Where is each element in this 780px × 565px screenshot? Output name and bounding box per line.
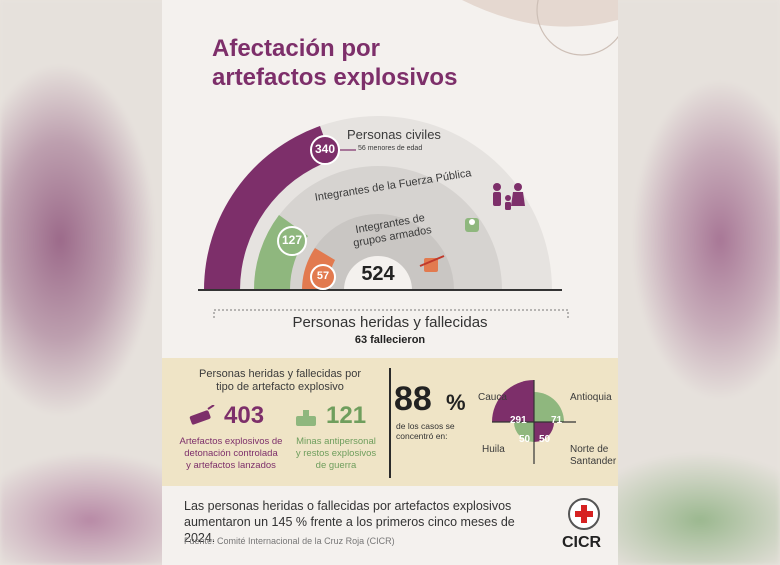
name-santander-line1: Norte de — [570, 444, 609, 455]
page-title: Afectación por artefactos explosivos — [212, 34, 457, 92]
desc-minas: Minas antipersonal y restos explosivos d… — [288, 436, 384, 472]
desc-minas-line2: y restos explosivos — [295, 448, 377, 459]
pct-text-line1: de los casos se — [396, 421, 455, 431]
value-cauca: 291 — [510, 415, 527, 426]
value-minas: 121 — [326, 402, 367, 429]
family-icon — [493, 183, 525, 210]
arc-track-armados — [302, 214, 454, 290]
desc-artefactos: Artefactos explosivos de detonación cont… — [176, 436, 286, 472]
value-huila: 50 — [519, 434, 531, 445]
summary-deaths: 63 fallecieron — [354, 334, 426, 346]
name-huila: Huila — [482, 444, 505, 455]
value-fuerza: 127 — [281, 233, 303, 247]
decor-circle — [536, 0, 618, 56]
decor-shape — [462, 0, 618, 27]
name-cauca: Cauca — [478, 392, 507, 403]
region-quadrants — [492, 380, 576, 464]
name-santander: Norte de Santander — [570, 444, 616, 468]
desc-artefactos-line2: detonación controlada — [184, 448, 278, 459]
quadrant-cauca — [492, 380, 534, 422]
title-line-2: artefactos explosivos — [212, 64, 458, 91]
semicircle-chart — [198, 0, 618, 318]
arc-center — [344, 256, 412, 290]
armed-icon — [419, 255, 445, 272]
red-cross-logo — [568, 498, 600, 530]
badge-fuerza — [277, 226, 307, 256]
badge-armados — [310, 264, 336, 290]
tipo-heading-line2: tipo de artefacto explosivo — [216, 381, 344, 393]
desc-minas-line3: de guerra — [315, 460, 357, 471]
org-name: CICR — [562, 534, 602, 551]
title-line-1: Afectación por — [212, 35, 381, 62]
mine-icon — [294, 408, 318, 428]
quadrant-huila — [514, 422, 534, 442]
explosive-icon — [188, 404, 216, 427]
tipo-heading: Personas heridas y fallecidas por tipo d… — [182, 368, 378, 394]
pct-text-line2: concentró en: — [396, 431, 448, 441]
infographic-panel: Afectación por artefactos explosivos Per… — [162, 0, 618, 565]
desc-artefactos-line3: y artefactos lanzados — [186, 460, 276, 471]
soldier-icon — [465, 218, 479, 232]
quadrant-santander — [534, 422, 554, 442]
summary-label: Personas heridas y fallecidas — [292, 314, 488, 331]
quadrant-antioquia — [534, 392, 564, 422]
footer-source: Fuente: Comité Internacional de la Cruz … — [184, 536, 395, 546]
footer-text: Las personas heridas o fallecidas por ar… — [184, 499, 515, 545]
summary-bracket — [213, 309, 569, 318]
name-antioquia: Antioquia — [570, 392, 612, 403]
badge-civiles — [310, 135, 340, 165]
note-menores: 56 menores de edad — [358, 145, 423, 152]
value-total: 524 — [361, 263, 395, 285]
pct-text: de los casos se concentró en: — [396, 421, 455, 441]
value-santander: 50 — [539, 434, 551, 445]
value-civiles: 340 — [314, 142, 336, 156]
value-artefactos: 403 — [224, 402, 265, 429]
value-armados: 57 — [316, 270, 330, 282]
label-civiles: Personas civiles — [347, 127, 441, 142]
pct-sign: % — [446, 390, 466, 415]
divider-line — [389, 368, 391, 478]
tipo-heading-line1: Personas heridas y fallecidas por — [198, 368, 362, 380]
desc-minas-line1: Minas antipersonal — [296, 436, 376, 447]
name-santander-line2: Santander — [570, 456, 617, 467]
pct-value: 88 — [394, 380, 432, 418]
desc-artefactos-line1: Artefactos explosivos de — [179, 436, 283, 447]
arc-civiles — [204, 126, 332, 290]
value-antioquia: 71 — [551, 415, 563, 426]
